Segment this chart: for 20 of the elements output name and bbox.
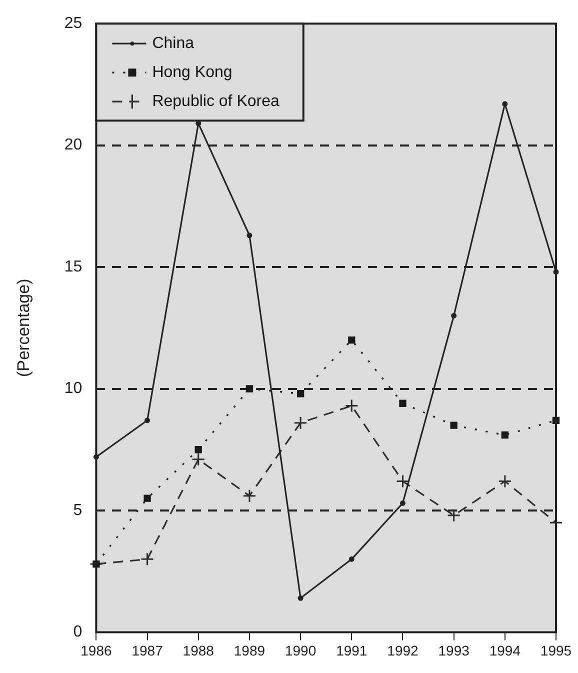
legend-label: Republic of Korea	[152, 93, 280, 110]
legend-label: China	[152, 35, 194, 52]
x-tick-label: 1987	[132, 642, 164, 658]
y-axis-title: (Percentage)	[14, 278, 33, 378]
y-tick-label: 20	[64, 136, 82, 154]
y-tick-label: 15	[64, 258, 82, 276]
y-tick-label: 0	[73, 624, 82, 641]
y-tick-label: 25	[64, 15, 82, 32]
x-tick-label: 1995	[540, 642, 572, 658]
x-tick-label: 1994	[489, 642, 521, 658]
x-tick-label: 1990	[284, 642, 316, 658]
x-tick-label: 1989	[234, 642, 266, 658]
y-tick-label: 5	[73, 502, 82, 519]
x-tick-label: 1988	[182, 642, 214, 658]
x-tick-label: 1986	[80, 642, 112, 658]
legend-label: Hong Kong	[152, 64, 232, 82]
x-tick-label: 1993	[438, 642, 470, 658]
x-tick-label: 1991	[336, 642, 368, 658]
x-tick-label: 1992	[387, 642, 419, 658]
y-tick-label: 10	[64, 380, 82, 398]
